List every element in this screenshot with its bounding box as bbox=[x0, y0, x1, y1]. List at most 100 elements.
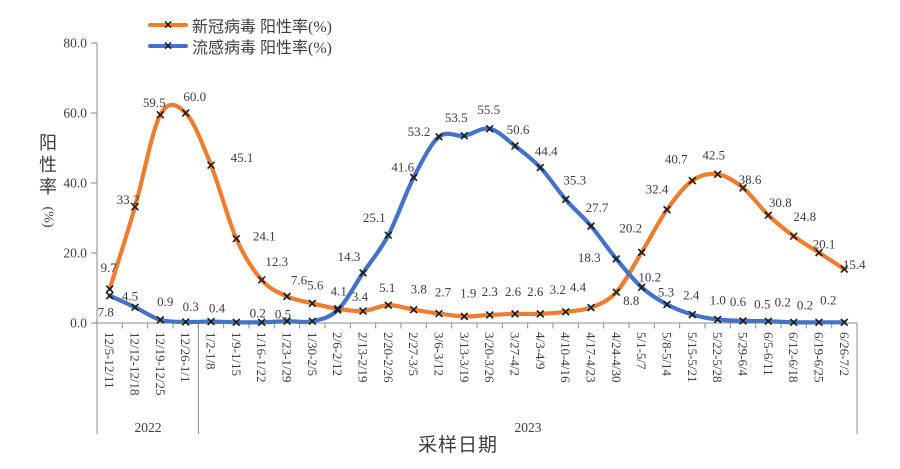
covid-data-label: 45.1 bbox=[231, 150, 254, 165]
flu-point-marker bbox=[561, 195, 570, 204]
flu-data-label: 18.3 bbox=[578, 250, 601, 265]
covid-data-label: 2.6 bbox=[505, 284, 522, 299]
x-tick-label: 4/17-4/23 bbox=[584, 332, 599, 383]
flu-data-label: 44.4 bbox=[535, 144, 558, 159]
flu-point-marker bbox=[485, 124, 494, 133]
covid-point-marker bbox=[840, 265, 849, 274]
x-tick-label: 6/5-6/11 bbox=[761, 332, 776, 376]
x-tick-label: 4/3-4/9 bbox=[533, 332, 548, 370]
x-tick-label: 3/6-3/12 bbox=[432, 332, 447, 376]
x-tick-label: 2/20-2/26 bbox=[381, 332, 396, 383]
flu-data-label: 0.2 bbox=[775, 294, 791, 309]
flu-point-marker bbox=[511, 141, 519, 150]
y-axis-title-text: 阳性率 bbox=[37, 133, 57, 199]
x-tick-label: 4/24-4/30 bbox=[609, 332, 624, 383]
flu-data-label: 14.3 bbox=[338, 249, 361, 264]
flu-point-marker bbox=[713, 315, 722, 324]
covid-point-marker bbox=[587, 303, 595, 312]
covid-data-label: 3.8 bbox=[411, 282, 427, 297]
x-tick-label: 5/29-6/4 bbox=[736, 332, 751, 377]
covid-point-marker bbox=[511, 309, 519, 318]
covid-data-label: 8.8 bbox=[623, 293, 639, 308]
flu-data-label: 25.1 bbox=[363, 210, 386, 225]
flu-point-marker bbox=[739, 316, 747, 325]
x-tick-label: 4/10-4/16 bbox=[558, 332, 573, 383]
covid-data-label: 3.2 bbox=[550, 282, 566, 297]
x-tick-label: 12/26-1/1 bbox=[178, 332, 193, 383]
x-marker-icon: × bbox=[162, 17, 174, 32]
flu-data-label: 5.3 bbox=[658, 284, 674, 299]
covid-data-label: 20.1 bbox=[813, 237, 836, 252]
covid-data-label: 20.2 bbox=[619, 220, 642, 235]
covid-point-marker bbox=[764, 211, 773, 220]
flu-point-marker bbox=[384, 231, 393, 240]
flu-point-marker bbox=[435, 132, 443, 141]
flu-point-marker bbox=[663, 300, 671, 309]
covid-point-marker bbox=[663, 205, 671, 214]
flu-point-marker bbox=[587, 222, 595, 231]
covid-point-marker bbox=[739, 183, 747, 192]
y-axis-title-unit: (%) bbox=[40, 206, 55, 228]
covid-point-marker bbox=[232, 234, 241, 243]
covid-data-label: 5.6 bbox=[307, 277, 324, 292]
flu-data-label: 41.6 bbox=[391, 159, 414, 174]
flu-data-label: 55.5 bbox=[477, 102, 500, 117]
flu-point-marker bbox=[789, 318, 798, 327]
covid-data-label: 5.1 bbox=[379, 280, 395, 295]
covid-data-label: 15.4 bbox=[843, 257, 866, 272]
flu-point-marker bbox=[612, 254, 621, 263]
flu-data-label: 7.8 bbox=[98, 305, 114, 320]
covid-data-label: 42.5 bbox=[702, 147, 725, 162]
covid-data-label: 2.6 bbox=[527, 284, 544, 299]
x-tick-label: 2/27-3/5 bbox=[406, 332, 421, 376]
x-tick-label: 5/15-5/21 bbox=[685, 332, 700, 383]
flu-data-label: 0.6 bbox=[730, 294, 747, 309]
flu-point-marker bbox=[840, 318, 849, 327]
flu-data-label: 27.7 bbox=[586, 200, 609, 215]
covid-data-label: 30.8 bbox=[769, 195, 792, 210]
covid-data-label: 59.5 bbox=[143, 95, 166, 110]
flu-point-marker bbox=[181, 318, 190, 326]
covid-data-label: 4.4 bbox=[570, 280, 587, 295]
covid-point-marker bbox=[485, 311, 494, 319]
covid-data-label: 7.6 bbox=[291, 272, 308, 287]
flu-data-label: 0.3 bbox=[183, 299, 199, 314]
y-tick-label: 40.0 bbox=[63, 176, 87, 191]
covid-point-marker bbox=[359, 307, 367, 316]
covid-point-marker bbox=[384, 301, 393, 310]
covid-point-marker bbox=[688, 176, 697, 185]
flu-data-label: 0.2 bbox=[820, 292, 836, 307]
flu-data-label: 0.5 bbox=[754, 296, 770, 311]
x-tick-label: 3/13-3/19 bbox=[457, 332, 472, 383]
covid-data-label: 1.9 bbox=[460, 285, 476, 300]
flu-data-label: 10.2 bbox=[638, 269, 661, 284]
flu-point-marker bbox=[105, 291, 114, 300]
flu-data-label: 1.0 bbox=[710, 293, 726, 308]
x-tick-label: 12/19-12/25 bbox=[153, 332, 168, 396]
covid-data-label: 2.7 bbox=[435, 285, 452, 300]
covid-point-marker bbox=[181, 109, 190, 117]
covid-legend-label: 新冠病毒 阳性率(%) bbox=[192, 19, 332, 36]
flu-point-marker bbox=[637, 283, 646, 292]
covid-data-label: 38.6 bbox=[739, 172, 762, 187]
x-tick-label: 5/1-5/7 bbox=[634, 332, 649, 370]
covid-point-marker bbox=[308, 299, 317, 308]
y-tick-label: 0.0 bbox=[70, 316, 87, 331]
flu-point-marker bbox=[308, 317, 317, 326]
covid-point-marker bbox=[105, 285, 114, 293]
covid-point-marker bbox=[815, 248, 823, 257]
x-tick-label: 1/16-1/22 bbox=[254, 332, 269, 383]
covid-point-marker bbox=[333, 304, 342, 313]
flu-point-marker bbox=[460, 131, 469, 140]
x-tick-label: 6/26-7/2 bbox=[837, 332, 852, 376]
flu-data-label: 0.2 bbox=[250, 305, 266, 320]
covid-data-label: 40.7 bbox=[665, 152, 688, 167]
covid-data-label: 24.1 bbox=[253, 229, 276, 244]
covid-point-marker bbox=[156, 110, 165, 119]
flu-data-label: 53.2 bbox=[408, 124, 431, 139]
legend-item-flu: × 流感病毒 阳性率(%) bbox=[148, 36, 332, 57]
covid-legend-line-swatch: × bbox=[148, 19, 188, 31]
covid-point-marker bbox=[612, 288, 621, 297]
x-tick-label: 1/30-2/5 bbox=[305, 332, 320, 376]
